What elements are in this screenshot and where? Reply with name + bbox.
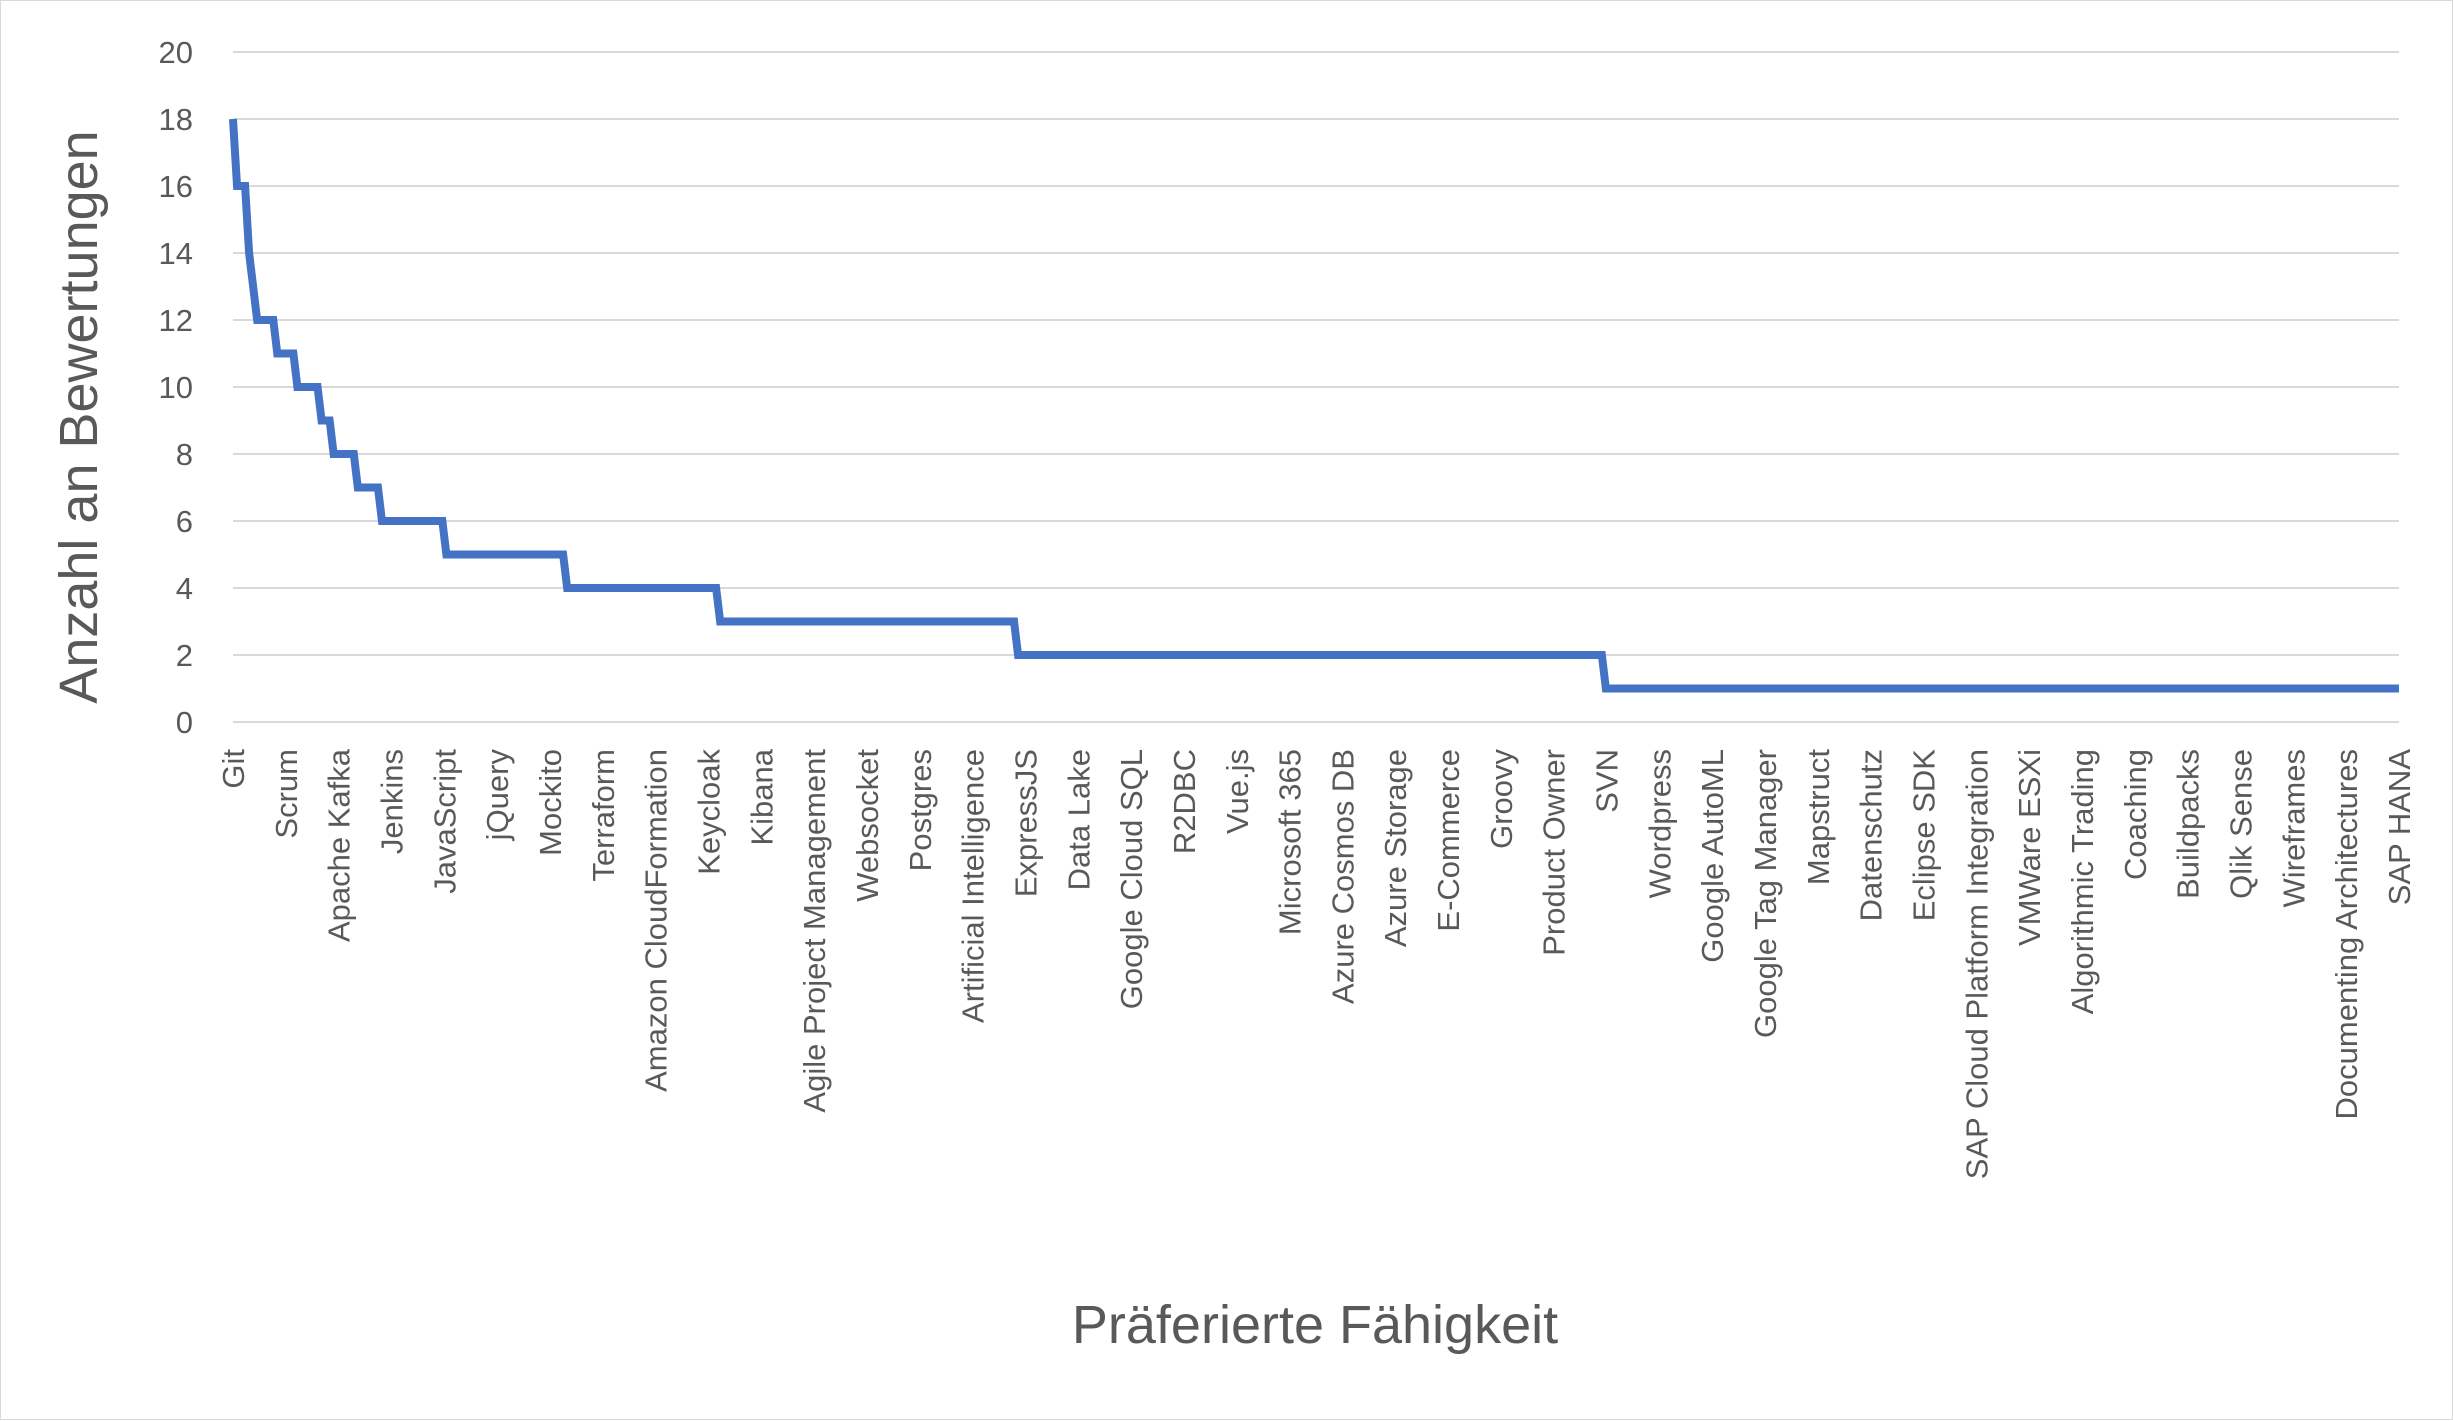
x-axis-title: Präferierte Fähigkeit xyxy=(1072,1295,1558,1355)
y-tick-label: 4 xyxy=(176,571,193,606)
x-tick-label: R2DBC xyxy=(1167,749,1202,854)
y-tick-label: 0 xyxy=(176,705,193,740)
x-tick-label: Kibana xyxy=(744,748,779,845)
x-tick-label: jQuery xyxy=(480,749,515,842)
y-tick-label: 6 xyxy=(176,504,193,539)
y-tick-label: 12 xyxy=(159,303,193,338)
x-tick-label: SVN xyxy=(1590,749,1625,813)
y-tick-label: 20 xyxy=(159,35,193,70)
x-tick-label: Google AutoML xyxy=(1695,749,1730,963)
x-tick-label: Azure Storage xyxy=(1378,749,1413,947)
x-tick-label: Apache Kafka xyxy=(322,748,357,942)
x-tick-label: E-Commerce xyxy=(1431,749,1466,932)
gridlines xyxy=(233,51,2399,723)
y-tick-label: 2 xyxy=(176,638,193,673)
x-tick-label: Buildpacks xyxy=(2171,749,2206,899)
x-tick-label: Mapstruct xyxy=(1801,749,1836,885)
y-tick-label: 10 xyxy=(159,370,193,405)
x-tick-label: Documenting Architectures xyxy=(2329,749,2364,1119)
x-tick-label: Wordpress xyxy=(1642,749,1677,898)
x-tick-label: Coaching xyxy=(2118,749,2153,880)
y-tick-labels: 0 2 4 6 8 10 12 14 16 18 20 xyxy=(159,35,193,740)
y-tick-label: 16 xyxy=(159,169,193,204)
x-tick-label: Wireframes xyxy=(2276,749,2311,907)
x-tick-label: Azure Cosmos DB xyxy=(1325,749,1360,1004)
x-tick-label: Artificial Intelligence xyxy=(956,749,991,1023)
x-tick-label: Algorithmic Trading xyxy=(2065,749,2100,1014)
x-tick-label: Google Tag Manager xyxy=(1748,749,1783,1038)
x-tick-label: Jenkins xyxy=(375,749,410,854)
x-tick-label: Agile Project Management xyxy=(797,749,832,1113)
x-tick-label: Keycloak xyxy=(692,749,727,875)
x-tick-label: Product Owner xyxy=(1537,749,1572,956)
y-tick-label: 8 xyxy=(176,437,193,472)
x-tick-label: SAP HANA xyxy=(2382,749,2417,906)
x-tick-label: Amazon CloudFormation xyxy=(639,749,674,1092)
x-tick-label: Eclipse SDK xyxy=(1907,749,1942,922)
x-tick-label: Datenschutz xyxy=(1854,749,1889,921)
x-tick-label: Postgres xyxy=(903,749,938,871)
x-tick-label: Data Lake xyxy=(1061,749,1096,890)
series-line xyxy=(229,118,2399,693)
x-tick-label: Groovy xyxy=(1484,749,1519,849)
x-tick-label: Scrum xyxy=(269,749,304,839)
x-tick-label: Google Cloud SQL xyxy=(1114,749,1149,1009)
x-tick-label: ExpressJS xyxy=(1008,749,1043,897)
x-tick-label: Git xyxy=(216,749,251,789)
x-tick-label: SAP Cloud Platform Integration xyxy=(1959,749,1994,1179)
x-tick-labels: Git Scrum Apache Kafka Jenkins JavaScript jQu… xyxy=(216,748,2417,1179)
x-tick-label: VMWare ESXi xyxy=(2012,749,2047,946)
x-tick-label: Vue.js xyxy=(1220,749,1255,834)
x-tick-label: Terraform xyxy=(586,749,621,882)
x-tick-label: Qlik Sense xyxy=(2224,749,2259,899)
x-tick-label: JavaScript xyxy=(427,749,462,894)
y-tick-label: 18 xyxy=(159,102,193,137)
x-tick-label: Mockito xyxy=(533,749,568,856)
y-tick-label: 14 xyxy=(159,236,193,271)
x-tick-label: Microsoft 365 xyxy=(1273,749,1308,935)
y-axis-title: Anzahl an Bewertungen xyxy=(49,130,109,703)
x-tick-label: Websocket xyxy=(850,749,885,902)
